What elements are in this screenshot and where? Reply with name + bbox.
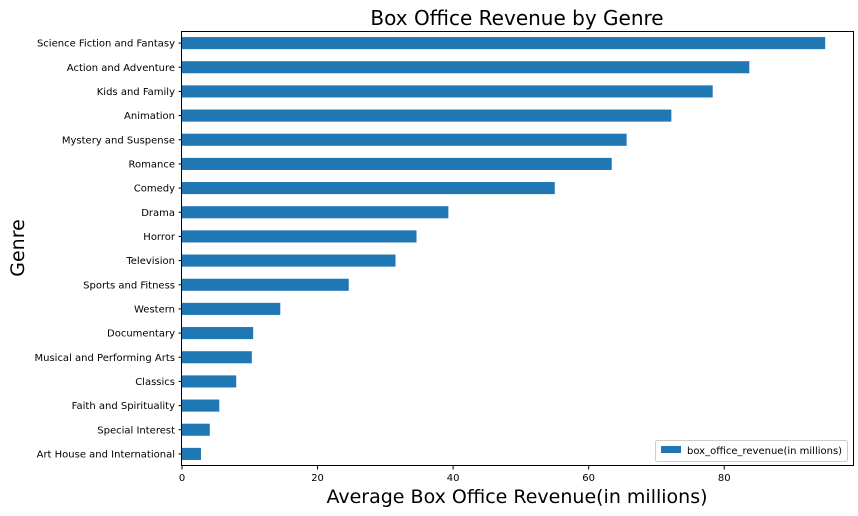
legend-label: box_office_revenue(in millions) <box>687 446 842 457</box>
x-tick-label: 20 <box>311 473 324 484</box>
legend: box_office_revenue(in millions) <box>655 440 848 462</box>
bar <box>182 375 237 388</box>
y-tick-label: Western <box>134 304 175 315</box>
x-tick-label: 40 <box>447 473 460 484</box>
legend-swatch <box>661 446 681 453</box>
bar <box>182 37 826 50</box>
y-tick-label: Kids and Family <box>97 87 175 98</box>
bar <box>182 254 396 267</box>
y-tick-label: Drama <box>141 208 175 219</box>
x-tick-label: 60 <box>582 473 595 484</box>
y-tick-label: Special Interest <box>97 425 175 436</box>
bar <box>182 157 612 170</box>
bar <box>182 278 349 291</box>
bar <box>182 399 220 412</box>
x-axis-title: Average Box Office Revenue(in millions) <box>326 486 707 508</box>
bar <box>182 423 210 436</box>
y-tick-label: Documentary <box>107 329 175 340</box>
y-axis-ticks: Science Fiction and Fantasy Action and Ad… <box>34 39 182 460</box>
y-tick-label: Romance <box>129 159 175 170</box>
y-tick-label: Action and Adventure <box>67 63 175 74</box>
y-tick-label: Sports and Fitness <box>83 280 175 291</box>
chart-title: Box Office Revenue by Genre <box>370 6 663 30</box>
bar <box>182 230 417 243</box>
bar <box>182 109 672 122</box>
bar <box>182 61 750 74</box>
plot-area <box>181 31 854 466</box>
bar <box>182 447 201 460</box>
bar <box>182 351 252 364</box>
y-tick-label: Faith and Spirituality <box>72 401 175 412</box>
x-tick-label: 80 <box>718 473 731 484</box>
bar <box>182 85 713 98</box>
bar <box>182 327 254 340</box>
legend-box <box>655 440 848 462</box>
y-tick-label: Television <box>125 256 175 267</box>
y-tick-label: Science Fiction and Fantasy <box>37 39 175 50</box>
bar <box>182 133 627 146</box>
bar <box>182 206 449 219</box>
x-axis-ticks: 0 20 40 60 80 <box>179 466 731 484</box>
plot-frame <box>181 31 854 466</box>
bar <box>182 182 555 195</box>
y-tick-label: Comedy <box>134 184 175 195</box>
y-tick-label: Art House and International <box>37 449 175 460</box>
y-tick-label: Classics <box>135 377 175 388</box>
y-axis-title: Genre <box>7 219 29 277</box>
bar <box>182 302 281 315</box>
bars-group <box>182 37 826 460</box>
y-tick-label: Horror <box>143 232 176 243</box>
x-tick-label: 0 <box>179 473 185 484</box>
y-tick-label: Animation <box>124 111 175 122</box>
y-tick-label: Musical and Performing Arts <box>34 353 175 364</box>
y-tick-label: Mystery and Suspense <box>62 135 175 146</box>
